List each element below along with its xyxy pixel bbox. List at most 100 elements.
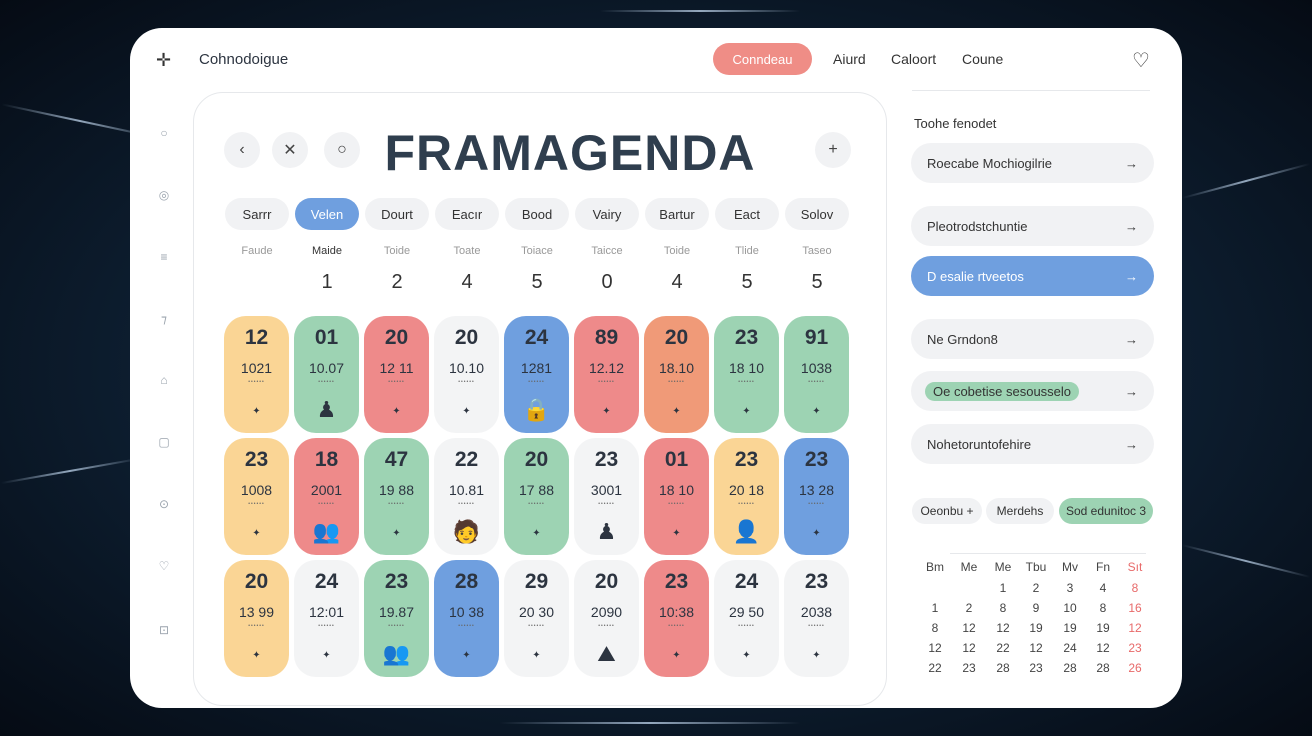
calendar-date[interactable]: 28 bbox=[1063, 661, 1077, 675]
list-item[interactable]: Pleotrodstchuntie → bbox=[911, 206, 1154, 246]
day-chip[interactable]: Sarrr bbox=[225, 198, 289, 230]
calendar-date[interactable]: 1 bbox=[999, 581, 1007, 595]
event-card[interactable]: 23 19.87 •••••• 👥 bbox=[364, 560, 429, 677]
add-button[interactable]: + bbox=[815, 132, 851, 168]
event-card[interactable]: 24 29 50 •••••• ✦ bbox=[714, 560, 779, 677]
event-card[interactable]: 20 13 99 •••••• ✦ bbox=[224, 560, 289, 677]
list-item[interactable]: Ne Grndon8 → bbox=[911, 319, 1154, 359]
day-chip[interactable]: Vairy bbox=[575, 198, 639, 230]
calendar-date[interactable]: 2 bbox=[1032, 581, 1040, 595]
event-card[interactable]: 91 1038 •••••• ✦ bbox=[784, 316, 849, 433]
badge-icon[interactable]: ◎ bbox=[158, 188, 170, 202]
event-card[interactable]: 29 20 30 •••••• ✦ bbox=[504, 560, 569, 677]
event-card[interactable]: 23 3001 •••••• ♟ bbox=[574, 438, 639, 555]
event-card[interactable]: 01 18 10 •••••• ✦ bbox=[644, 438, 709, 555]
event-card[interactable]: 23 1008 •••••• ✦ bbox=[224, 438, 289, 555]
event-time: 20 30 bbox=[518, 604, 555, 620]
day-chip[interactable]: Dourt bbox=[365, 198, 429, 230]
day-chip[interactable]: Bartur bbox=[645, 198, 709, 230]
dot-icon: ✦ bbox=[812, 406, 821, 417]
calendar-date[interactable]: 2 bbox=[965, 601, 973, 615]
event-card[interactable]: 20 12 11 •••••• ✦ bbox=[364, 316, 429, 433]
calendar-date[interactable]: 19 bbox=[1029, 621, 1043, 635]
calendar-date[interactable]: 9 bbox=[1032, 601, 1040, 615]
calendar-date[interactable]: 19 bbox=[1096, 621, 1110, 635]
event-card[interactable]: 20 2090 •••••• ⛰ bbox=[574, 560, 639, 677]
list-item[interactable]: Oe cobetise sesousselo → bbox=[911, 371, 1154, 411]
calendar-date[interactable]: 12 bbox=[996, 621, 1010, 635]
bell-icon[interactable]: ⌂ bbox=[160, 373, 168, 387]
calendar-date[interactable]: 8 bbox=[1099, 601, 1107, 615]
calendar-date[interactable]: 4 bbox=[1099, 581, 1107, 595]
target-icon[interactable]: ⊙ bbox=[158, 497, 170, 511]
calendar-date[interactable]: 12 bbox=[1029, 641, 1043, 655]
prev-button[interactable]: ‹ bbox=[224, 132, 260, 168]
filter-chip[interactable]: Oeonbu + bbox=[912, 498, 982, 524]
calendar-date[interactable]: 3 bbox=[1066, 581, 1074, 595]
event-card[interactable]: 23 10:38 •••••• ✦ bbox=[644, 560, 709, 677]
event-card[interactable]: 23 2038 •••••• ✦ bbox=[784, 560, 849, 677]
close-button[interactable]: ✕ bbox=[272, 132, 308, 168]
event-card[interactable]: 28 10 38 •••••• ✦ bbox=[434, 560, 499, 677]
heart-icon[interactable]: ♡ bbox=[1132, 50, 1150, 72]
calendar-date[interactable]: 23 bbox=[1128, 641, 1142, 655]
calendar-date[interactable]: 10 bbox=[1063, 601, 1077, 615]
calendar-date[interactable]: 22 bbox=[996, 641, 1010, 655]
calendar-date[interactable]: 19 bbox=[1063, 621, 1077, 635]
calendar-date[interactable]: 12 bbox=[1128, 621, 1142, 635]
calendar-date[interactable]: 8 bbox=[1131, 581, 1139, 595]
day-chip[interactable]: Eacır bbox=[435, 198, 499, 230]
event-card[interactable]: 23 20 18 •••••• 👤 bbox=[714, 438, 779, 555]
day-chip[interactable]: Solov bbox=[785, 198, 849, 230]
circle-button[interactable]: ○ bbox=[324, 132, 360, 168]
event-card[interactable]: 20 17 88 •••••• ✦ bbox=[504, 438, 569, 555]
event-card[interactable]: 18 2001 •••••• 👥 bbox=[294, 438, 359, 555]
event-card[interactable]: 23 18 10 •••••• ✦ bbox=[714, 316, 779, 433]
list-item[interactable]: Roecabe Mochiogilrie → bbox=[911, 143, 1154, 183]
calendar-date[interactable]: 23 bbox=[1029, 661, 1043, 675]
calendar-date[interactable]: 12 bbox=[962, 641, 976, 655]
calendar-date[interactable]: 8 bbox=[931, 621, 939, 635]
event-card[interactable]: 89 12.12 •••••• ✦ bbox=[574, 316, 639, 433]
calendar-date[interactable]: 24 bbox=[1063, 641, 1077, 655]
calendar-date[interactable]: 28 bbox=[996, 661, 1010, 675]
nav-link[interactable]: Caloort bbox=[891, 51, 937, 67]
nav-link[interactable]: Aiurd bbox=[833, 51, 866, 67]
event-card[interactable]: 24 1281 •••••• 🔒 bbox=[504, 316, 569, 433]
calendar-date[interactable]: 16 bbox=[1128, 601, 1142, 615]
day-count: 5 bbox=[811, 271, 823, 293]
calendar-date[interactable]: 8 bbox=[999, 601, 1007, 615]
list-item[interactable]: D esalie rtveetos → bbox=[911, 256, 1154, 296]
calendar-date[interactable]: 26 bbox=[1128, 661, 1142, 675]
nav-link[interactable]: Coune bbox=[962, 51, 1004, 67]
calendar-date[interactable]: 12 bbox=[962, 621, 976, 635]
list-item[interactable]: Nohetoruntofehire → bbox=[911, 424, 1154, 464]
event-card[interactable]: 24 12:01 •••••• ✦ bbox=[294, 560, 359, 677]
day-chip[interactable]: Eact bbox=[715, 198, 779, 230]
day-chip[interactable]: Velen bbox=[295, 198, 359, 230]
day-chip[interactable]: Bood bbox=[505, 198, 569, 230]
calendar-date[interactable]: 28 bbox=[1096, 661, 1110, 675]
inbox-icon[interactable]: ⊡ bbox=[158, 623, 170, 637]
filter-chip[interactable]: Merdehs bbox=[986, 498, 1054, 524]
event-card[interactable]: 47 19 88 •••••• ✦ bbox=[364, 438, 429, 555]
square-icon[interactable]: ▢ bbox=[158, 435, 170, 449]
event-card[interactable]: 22 10.81 •••••• 🧑 bbox=[434, 438, 499, 555]
event-card[interactable]: 20 18.10 •••••• ✦ bbox=[644, 316, 709, 433]
calendar-date[interactable]: 23 bbox=[962, 661, 976, 675]
calendar-date[interactable]: 1 bbox=[931, 601, 939, 615]
event-card[interactable]: 12 1021 •••••• ✦ bbox=[224, 316, 289, 433]
calendar-date[interactable]: 12 bbox=[928, 641, 942, 655]
filter-chip-active[interactable]: Sod edunitoc 3 bbox=[1059, 498, 1153, 524]
calendar-date[interactable]: 12 bbox=[1096, 641, 1110, 655]
circle-icon[interactable]: ○ bbox=[160, 126, 168, 140]
event-card[interactable]: 23 13 28 •••••• ✦ bbox=[784, 438, 849, 555]
event-card[interactable]: 01 10.07 •••••• ♟ bbox=[294, 316, 359, 433]
event-card[interactable]: 20 10.10 •••••• ✦ bbox=[434, 316, 499, 433]
heart-icon[interactable]: ♡ bbox=[158, 559, 170, 573]
weekday-header: Sıt bbox=[1127, 560, 1143, 574]
calendar-date[interactable]: 22 bbox=[928, 661, 942, 675]
menu-icon[interactable]: ≡ bbox=[160, 250, 168, 264]
pen-icon[interactable]: ⁊ bbox=[161, 312, 167, 326]
nav-pill-active[interactable]: Conndeau bbox=[713, 43, 812, 75]
